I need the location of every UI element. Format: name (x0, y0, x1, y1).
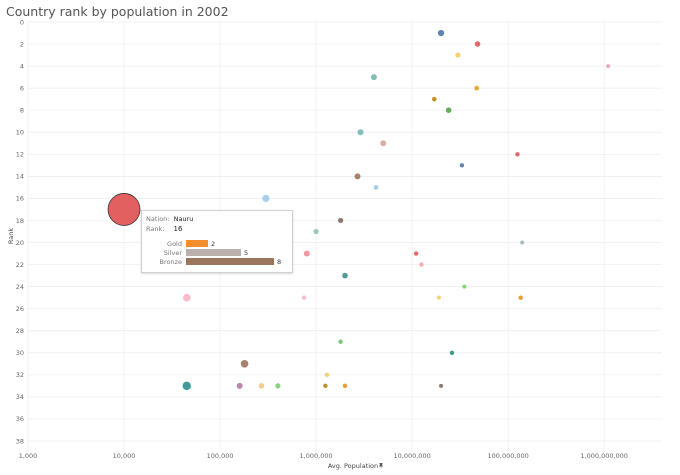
medal-value: 5 (244, 248, 249, 257)
medal-bar (186, 249, 241, 256)
tooltip-nation-key: Nation: (146, 215, 170, 223)
x-tick-label: 1,000,000 (300, 452, 333, 460)
data-point[interactable] (419, 262, 424, 267)
gridlines (27, 21, 662, 452)
data-point[interactable] (240, 359, 249, 368)
medal-value: 8 (277, 257, 282, 266)
medal-value: 2 (211, 239, 216, 248)
data-point[interactable] (474, 41, 481, 47)
data-point[interactable] (373, 184, 379, 190)
y-tick-label: 38 (16, 437, 24, 445)
data-points (107, 29, 611, 391)
data-point[interactable] (182, 381, 191, 391)
data-point[interactable] (455, 52, 461, 58)
medal-label: Gold (167, 239, 182, 248)
data-point[interactable] (107, 193, 141, 226)
data-point[interactable] (301, 295, 307, 300)
y-tick-label: 30 (16, 349, 24, 357)
data-point[interactable] (431, 96, 437, 102)
data-point[interactable] (370, 74, 377, 81)
x-tick-label: 1,000,000,000 (580, 452, 628, 460)
y-tick-label: 6 (20, 84, 24, 92)
data-point[interactable] (338, 339, 343, 344)
data-point[interactable] (323, 383, 328, 389)
y-tick-label: 36 (16, 415, 24, 423)
x-tick-label: 10,000,000 (394, 452, 431, 460)
data-point[interactable] (236, 382, 243, 389)
y-tick-label: 28 (16, 327, 24, 335)
y-tick-label: 0 (20, 18, 24, 26)
y-tick-label: 14 (16, 173, 24, 181)
data-point[interactable] (474, 85, 480, 91)
medal-bar (186, 258, 274, 265)
data-point[interactable] (342, 383, 348, 389)
y-tick-label: 2 (20, 40, 24, 48)
data-point[interactable] (606, 64, 611, 69)
data-point[interactable] (324, 372, 330, 378)
tooltip: Nation: Nauru Rank: 16 Gold 2 Silver 5 Bronz… (141, 210, 293, 273)
data-point[interactable] (445, 107, 452, 114)
y-tick-label: 20 (16, 239, 24, 247)
data-point[interactable] (459, 163, 465, 168)
x-axis-ticks: 1,000 10,000 100,000 1,000,000 10,000,000 100… (19, 452, 628, 460)
x-tick-label: 100,000 (207, 452, 234, 460)
data-point[interactable] (439, 383, 444, 388)
y-tick-label: 8 (20, 107, 24, 115)
data-point[interactable] (462, 284, 467, 289)
data-point[interactable] (258, 383, 265, 389)
data-point[interactable] (275, 383, 281, 389)
y-tick-label: 32 (16, 371, 24, 379)
data-point[interactable] (520, 240, 525, 245)
data-point[interactable] (413, 251, 419, 256)
medal-label: Silver (163, 248, 182, 257)
data-point[interactable] (380, 140, 387, 147)
x-tick-label: 10,000 (113, 452, 136, 460)
medal-label: Bronze (159, 257, 183, 266)
y-tick-label: 16 (16, 195, 24, 203)
data-point[interactable] (449, 350, 455, 355)
x-axis-title[interactable]: Avg. Population (328, 462, 378, 470)
y-tick-label: 18 (16, 217, 24, 225)
pin-icon[interactable] (378, 463, 384, 469)
y-tick-label: 4 (20, 62, 24, 70)
data-point[interactable] (518, 295, 523, 300)
data-point[interactable] (354, 173, 361, 180)
data-point[interactable] (262, 194, 270, 203)
y-tick-label: 12 (16, 151, 24, 159)
chart-title: Country rank by population in 2002 (6, 4, 229, 19)
y-tick-label: 26 (16, 305, 24, 313)
y-axis-title: Rank (7, 228, 15, 244)
medal-bar (186, 240, 208, 247)
tooltip-nation-value: Nauru (173, 215, 194, 223)
x-tick-label: 100,000,000 (487, 452, 528, 460)
data-point[interactable] (342, 272, 348, 279)
data-point[interactable] (437, 29, 445, 37)
data-point[interactable] (313, 228, 319, 235)
x-tick-label: 1,000 (19, 452, 38, 460)
y-tick-label: 10 (16, 129, 24, 137)
data-point[interactable] (303, 250, 310, 257)
data-point[interactable] (182, 293, 191, 302)
y-tick-label: 24 (16, 283, 24, 291)
tooltip-rank-key: Rank: (146, 225, 165, 233)
data-point[interactable] (357, 129, 364, 136)
y-tick-label: 22 (16, 261, 24, 269)
tooltip-rank-value: 16 (173, 225, 183, 233)
data-point[interactable] (515, 152, 520, 157)
data-point[interactable] (436, 295, 441, 300)
data-point[interactable] (338, 217, 344, 224)
y-tick-label: 34 (16, 393, 24, 401)
